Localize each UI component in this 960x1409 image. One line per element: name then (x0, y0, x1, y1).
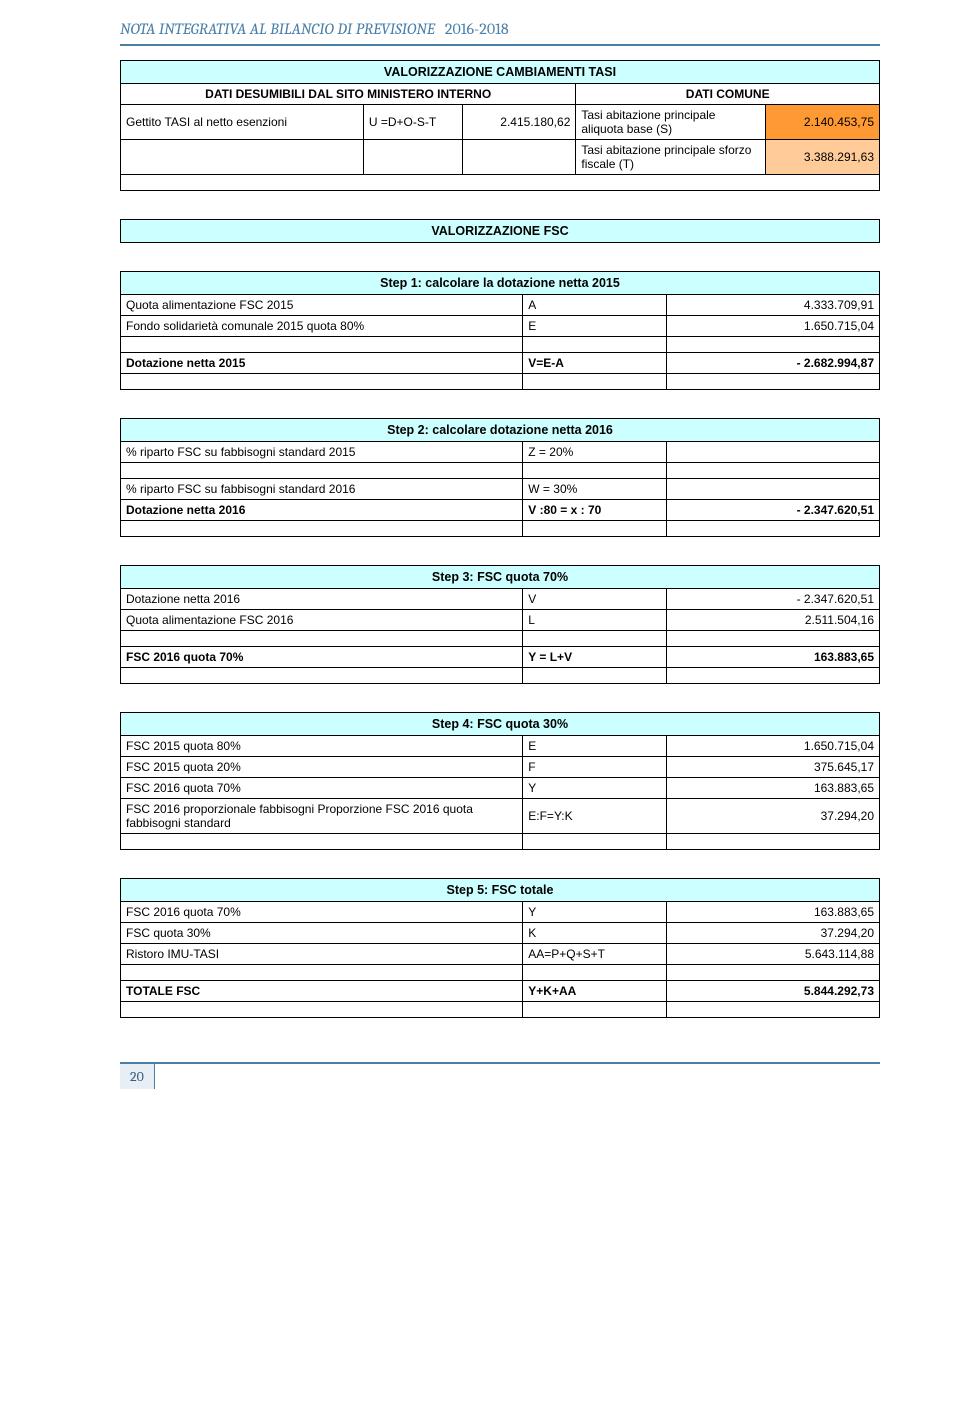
step1-r1c3: 4.333.709,91 (667, 294, 880, 315)
step3-r2c1: Quota alimentazione FSC 2016 (121, 609, 523, 630)
step2-r3c2: V :80 = x : 70 (523, 499, 667, 520)
tasi-table: VALORIZZAZIONE CAMBIAMENTI TASI DATI DES… (120, 60, 880, 191)
step4-r1c2: E (523, 735, 667, 756)
step3-r2c3: 2.511.504,16 (667, 609, 880, 630)
tasi-left-header: DATI DESUMIBILI DAL SITO MINISTERO INTER… (121, 83, 576, 104)
step5-table: Step 5: FSC totale FSC 2016 quota 70% Y … (120, 878, 880, 1018)
step4-r4c1: FSC 2016 proporzionale fabbisogni Propor… (121, 798, 523, 833)
step2-r2c2: W = 30% (523, 478, 667, 499)
step3-r3c2: Y = L+V (523, 646, 667, 667)
page: NOTA INTEGRATIVA AL BILANCIO DI PREVISIO… (0, 0, 960, 1098)
step5-r3c2: AA=P+Q+S+T (523, 943, 667, 964)
step4-title: Step 4: FSC quota 30% (121, 712, 880, 735)
tasi-r2c4: Tasi abitazione principale sforzo fiscal… (576, 139, 766, 174)
fsc-title-table: VALORIZZAZIONE FSC (120, 219, 880, 243)
step2-r1c3 (667, 441, 880, 462)
tasi-r2c3 (462, 139, 576, 174)
step4-r4c2: E:F=Y:K (523, 798, 667, 833)
step4-r3c3: 163.883,65 (667, 777, 880, 798)
tasi-r1c3: 2.415.180,62 (462, 104, 576, 139)
step3-r3c1: FSC 2016 quota 70% (121, 646, 523, 667)
tasi-r1c4: Tasi abitazione principale aliquota base… (576, 104, 766, 139)
step3-r3c3: 163.883,65 (667, 646, 880, 667)
step1-r3c2: V=E-A (523, 352, 667, 373)
step5-r2c3: 37.294,20 (667, 922, 880, 943)
step4-r1c1: FSC 2015 quota 80% (121, 735, 523, 756)
step3-r1c3: - 2.347.620,51 (667, 588, 880, 609)
step1-r1c2: A (523, 294, 667, 315)
step1-r3c3: - 2.682.994,87 (667, 352, 880, 373)
step2-r1c2: Z = 20% (523, 441, 667, 462)
step5-r1c1: FSC 2016 quota 70% (121, 901, 523, 922)
step4-r3c1: FSC 2016 quota 70% (121, 777, 523, 798)
tasi-r2c1 (121, 139, 364, 174)
header-title: NOTA INTEGRATIVA AL BILANCIO DI PREVISIO… (120, 20, 435, 38)
step4-r3c2: Y (523, 777, 667, 798)
tasi-r2c5: 3.388.291,63 (766, 139, 880, 174)
step1-r2c1: Fondo solidarietà comunale 2015 quota 80… (121, 315, 523, 336)
step2-r3c1: Dotazione netta 2016 (121, 499, 523, 520)
step1-r1c1: Quota alimentazione FSC 2015 (121, 294, 523, 315)
step5-r2c1: FSC quota 30% (121, 922, 523, 943)
step4-r2c3: 375.645,17 (667, 756, 880, 777)
step3-r1c2: V (523, 588, 667, 609)
step3-r1c1: Dotazione netta 2016 (121, 588, 523, 609)
tasi-r2c2 (363, 139, 462, 174)
step4-r4c3: 37.294,20 (667, 798, 880, 833)
step4-r1c3: 1.650.715,04 (667, 735, 880, 756)
fsc-title: VALORIZZAZIONE FSC (121, 219, 880, 242)
step5-r3c1: Ristoro IMU-TASI (121, 943, 523, 964)
footer-divider (120, 1062, 880, 1064)
page-number-box: 20 (120, 1064, 155, 1090)
step5-r4c3: 5.844.292,73 (667, 980, 880, 1001)
step1-table: Step 1: calcolare la dotazione netta 201… (120, 271, 880, 390)
tasi-r1c1: Gettito TASI al netto esenzioni (121, 104, 364, 139)
step2-title: Step 2: calcolare dotazione netta 2016 (121, 418, 880, 441)
step2-table: Step 2: calcolare dotazione netta 2016 %… (120, 418, 880, 537)
tasi-right-header: DATI COMUNE (576, 83, 880, 104)
tasi-spacer (121, 174, 880, 190)
step3-r2c2: L (523, 609, 667, 630)
step1-title: Step 1: calcolare la dotazione netta 201… (121, 271, 880, 294)
page-header: NOTA INTEGRATIVA AL BILANCIO DI PREVISIO… (120, 20, 880, 38)
step2-r3c3: - 2.347.620,51 (667, 499, 880, 520)
step2-r2c1: % riparto FSC su fabbisogni standard 201… (121, 478, 523, 499)
tasi-r1c5: 2.140.453,75 (766, 104, 880, 139)
step2-r2c3 (667, 478, 880, 499)
step4-r2c1: FSC 2015 quota 20% (121, 756, 523, 777)
step5-r4c1: TOTALE FSC (121, 980, 523, 1001)
step5-r1c3: 163.883,65 (667, 901, 880, 922)
tasi-r1c2: U =D+O-S-T (363, 104, 462, 139)
step1-r2c2: E (523, 315, 667, 336)
step4-table: Step 4: FSC quota 30% FSC 2015 quota 80%… (120, 712, 880, 850)
step5-r1c2: Y (523, 901, 667, 922)
step4-r2c2: F (523, 756, 667, 777)
step1-r3c1: Dotazione netta 2015 (121, 352, 523, 373)
step5-r2c2: K (523, 922, 667, 943)
header-divider (120, 44, 880, 46)
step3-table: Step 3: FSC quota 70% Dotazione netta 20… (120, 565, 880, 684)
step1-r2c3: 1.650.715,04 (667, 315, 880, 336)
step5-title: Step 5: FSC totale (121, 878, 880, 901)
step5-r4c2: Y+K+AA (523, 980, 667, 1001)
page-number: 20 (120, 1064, 155, 1089)
step5-r3c3: 5.643.114,88 (667, 943, 880, 964)
header-years: 2016-2018 (445, 20, 509, 38)
step2-r1c1: % riparto FSC su fabbisogni standard 201… (121, 441, 523, 462)
step3-title: Step 3: FSC quota 70% (121, 565, 880, 588)
tasi-title: VALORIZZAZIONE CAMBIAMENTI TASI (121, 60, 880, 83)
